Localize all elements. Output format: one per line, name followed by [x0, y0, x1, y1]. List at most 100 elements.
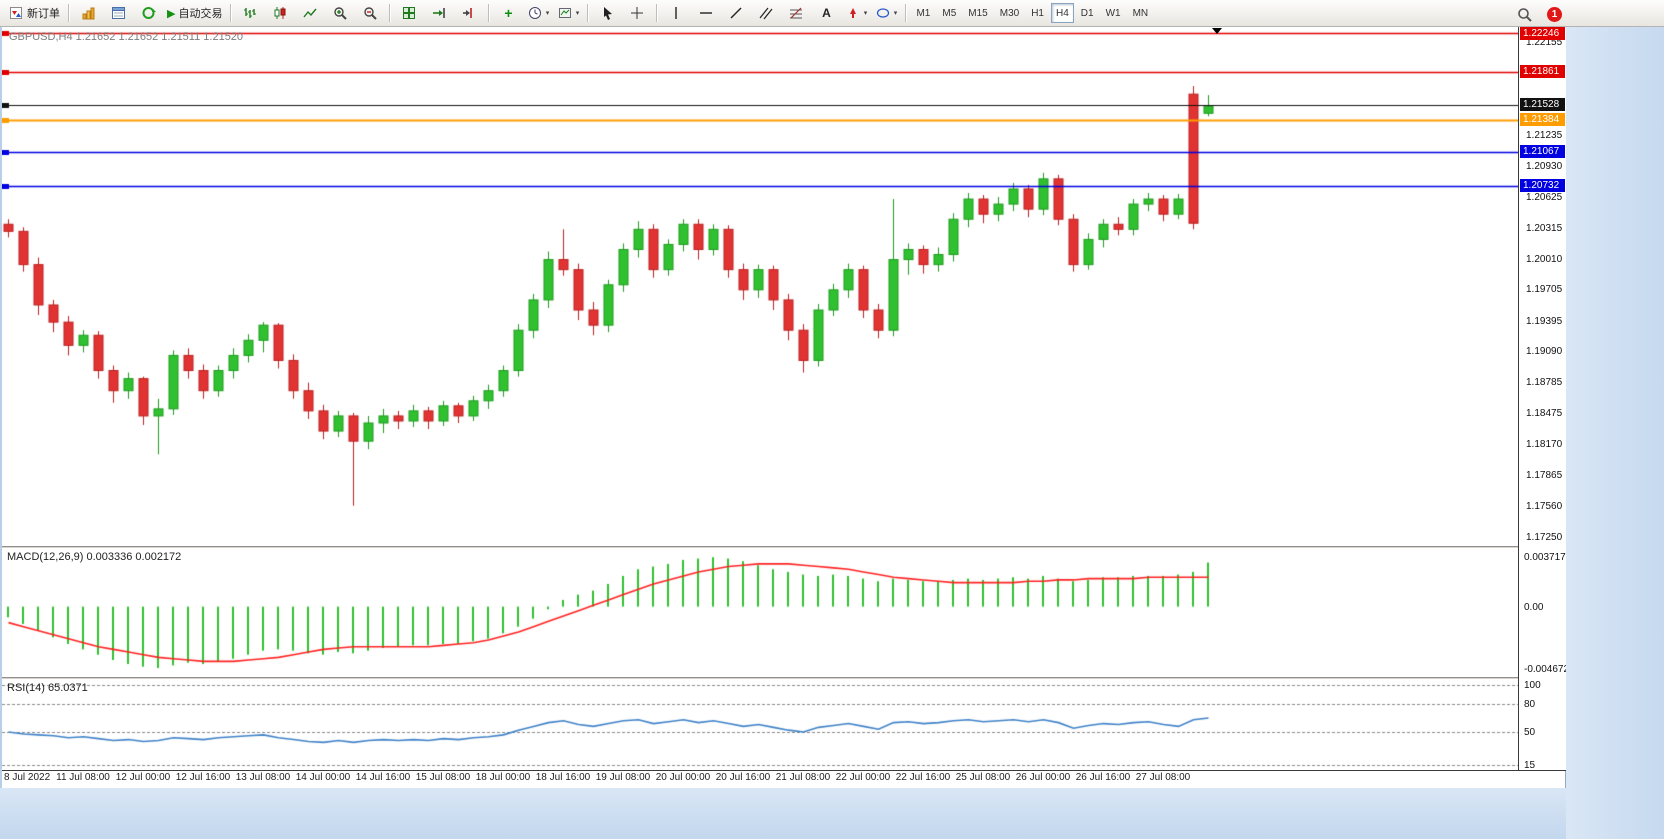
- metaeditor-icon: [141, 6, 156, 20]
- separator: [905, 4, 907, 22]
- timeframe-mn-button[interactable]: MN: [1132, 7, 1149, 19]
- timeframe-m30-button[interactable]: M30: [999, 7, 1020, 19]
- price-tick-label: 1.17250: [1526, 531, 1563, 543]
- price-tick-label: 1.20930: [1526, 160, 1563, 172]
- price-tick-label: 1.22155: [1526, 37, 1563, 49]
- channel-button[interactable]: [751, 2, 781, 25]
- fibonacci-button[interactable]: [781, 2, 811, 25]
- tile-windows-button[interactable]: [394, 2, 424, 25]
- timeframe-m1-button[interactable]: M1: [916, 7, 931, 19]
- price-tick-label: 1.17560: [1526, 500, 1563, 512]
- time-axis-label: 18 Jul 16:00: [535, 772, 591, 783]
- chevron-down-icon: ▾: [575, 9, 580, 17]
- shapes-button[interactable]: ▾: [871, 2, 901, 25]
- crosshair-button[interactable]: [622, 2, 652, 25]
- time-axis[interactable]: 8 Jul 2022 11 Jul 08:00 12 Jul 00:00 12 Jul…: [2, 772, 1518, 788]
- new-chart-button[interactable]: [73, 2, 103, 25]
- time-axis-line: [2, 770, 1566, 771]
- notification-badge[interactable]: 1: [1547, 7, 1562, 22]
- separator: [488, 4, 490, 22]
- trendline-button[interactable]: [721, 2, 751, 25]
- timeframe-h4-button[interactable]: H4: [1050, 3, 1074, 23]
- macd-axis-label: 0.00: [1524, 601, 1544, 613]
- rsi-indicator-label: RSI(14) 65.0371: [7, 682, 88, 694]
- vertical-line-icon: [670, 6, 682, 20]
- periods-button[interactable]: ▾: [523, 2, 553, 25]
- macd-axis-label: -0.004672: [1524, 664, 1570, 675]
- chart-window[interactable]: GBPUSD,H4 1.21652 1.21652 1.21511 1.2152…: [2, 27, 1570, 788]
- time-axis-label: 27 Jul 08:00: [1135, 772, 1191, 783]
- autotrading-icon: ▶: [167, 6, 176, 20]
- arrows-button[interactable]: ▾: [841, 2, 871, 25]
- chart-title: GBPUSD,H4 1.21652 1.21652 1.21511 1.2152…: [9, 31, 243, 43]
- trendline-icon: [729, 6, 743, 20]
- timeframe-m5-button[interactable]: M5: [942, 7, 957, 19]
- new-order-icon: [9, 6, 24, 20]
- window-right-frame: [1566, 27, 1664, 839]
- price-tick-label: 1.20315: [1526, 222, 1563, 234]
- timeframe-h1-button[interactable]: H1: [1031, 7, 1044, 19]
- zoom-in-button[interactable]: [325, 2, 355, 25]
- auto-scroll-icon: [432, 6, 446, 20]
- indicators-button[interactable]: +: [493, 2, 523, 25]
- timeframe-m15-button[interactable]: M15: [968, 7, 988, 19]
- rsi-panel-canvas[interactable]: [2, 680, 1518, 770]
- zoom-out-button[interactable]: [355, 2, 385, 25]
- candles-mode-button[interactable]: [265, 2, 295, 25]
- chevron-down-icon: ▾: [863, 9, 868, 17]
- price-tick-label: 1.18475: [1526, 408, 1563, 420]
- template-icon: [558, 6, 572, 20]
- timeframe-d1-button[interactable]: D1: [1080, 7, 1094, 19]
- tile-windows-icon: [402, 6, 416, 20]
- price-tick-label: 1.17865: [1526, 469, 1563, 481]
- time-axis-label: 26 Jul 00:00: [1015, 772, 1071, 783]
- market-watch-icon: [111, 6, 126, 20]
- time-axis-label: 20 Jul 16:00: [715, 772, 771, 783]
- time-axis-label: 18 Jul 00:00: [475, 772, 531, 783]
- market-watch-button[interactable]: [103, 2, 133, 25]
- price-tick-label: 1.19705: [1526, 284, 1563, 296]
- macd-panel-canvas[interactable]: [2, 549, 1518, 677]
- window-bottom-frame: [0, 788, 1566, 839]
- toolbar: 新订单 ▶ 自动交易: [0, 0, 1664, 27]
- cursor-button[interactable]: [592, 2, 622, 25]
- timeframe-w1-button[interactable]: W1: [1105, 7, 1121, 19]
- horizontal-line-icon: [699, 6, 713, 20]
- separator: [587, 4, 589, 22]
- rsi-axis-label: 15: [1524, 759, 1536, 771]
- panel-separator[interactable]: [2, 677, 1566, 680]
- auto-scroll-button[interactable]: [424, 2, 454, 25]
- time-axis-label: 14 Jul 16:00: [355, 772, 411, 783]
- metaeditor-button[interactable]: [133, 2, 163, 25]
- price-tick-label: 1.18170: [1526, 439, 1563, 451]
- vertical-line-button[interactable]: [661, 2, 691, 25]
- new-order-button[interactable]: 新订单: [5, 2, 64, 25]
- separator: [68, 4, 69, 22]
- zoom-in-icon: [333, 6, 348, 20]
- crosshair-icon: [630, 6, 644, 20]
- main-chart-canvas[interactable]: [2, 27, 1518, 546]
- search-button[interactable]: [1509, 3, 1539, 26]
- chart-shift-button[interactable]: [454, 2, 484, 25]
- price-line-badge: 1.21067: [1520, 144, 1565, 158]
- time-axis-label: 15 Jul 08:00: [415, 772, 471, 783]
- time-axis-label: 22 Jul 16:00: [895, 772, 951, 783]
- text-icon: A: [822, 6, 831, 20]
- chevron-down-icon: ▾: [893, 9, 898, 17]
- separator: [656, 4, 658, 22]
- autotrading-button[interactable]: ▶ 自动交易: [163, 2, 226, 25]
- price-line-badge: 1.21861: [1520, 64, 1565, 78]
- indicators-plus-icon: +: [504, 5, 513, 21]
- panel-separator[interactable]: [2, 546, 1566, 549]
- price-line-badge: 1.22246: [1520, 27, 1565, 40]
- price-axis[interactable]: 1.22155 1.21235 1.20930 1.20625 1.20315 1.200…: [1519, 27, 1570, 771]
- text-button[interactable]: A: [811, 2, 841, 25]
- horizontal-line-button[interactable]: [691, 2, 721, 25]
- time-axis-label: 14 Jul 00:00: [295, 772, 351, 783]
- templates-button[interactable]: ▾: [553, 2, 583, 25]
- line-mode-button[interactable]: [295, 2, 325, 25]
- separator: [389, 4, 391, 22]
- arrows-icon: [846, 6, 860, 20]
- bars-mode-button[interactable]: [235, 2, 265, 25]
- price-tick-label: 1.21235: [1526, 129, 1563, 141]
